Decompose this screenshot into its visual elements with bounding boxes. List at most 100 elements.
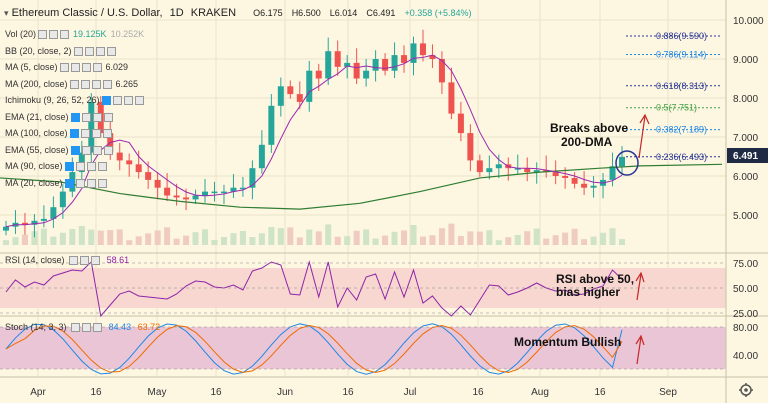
volume-bar: [277, 228, 284, 245]
volume-bar: [353, 230, 360, 245]
indicator-9: MA (20, close): [5, 178, 107, 189]
more-icon[interactable]: [97, 178, 107, 188]
candle-body: [419, 43, 426, 56]
settings-icon[interactable]: [49, 30, 59, 40]
stoch-k-line: [5, 323, 623, 375]
volume-bar: [211, 240, 218, 245]
more-icon[interactable]: [103, 145, 113, 155]
close-icon[interactable]: [86, 178, 96, 188]
stoch-label[interactable]: Stoch (14, 3, 3): [5, 322, 67, 332]
close-icon[interactable]: [95, 46, 105, 56]
stoch-k-value: 84.43: [108, 322, 132, 332]
eye-icon[interactable]: [70, 112, 80, 122]
eye-icon[interactable]: [38, 30, 48, 40]
candle-body: [296, 94, 303, 102]
eye-icon[interactable]: [69, 79, 79, 89]
time-tick: Apr: [30, 387, 46, 398]
fib-label: 0.382(7.189): [656, 125, 707, 135]
indicator-label[interactable]: MA (90, close): [5, 161, 63, 171]
stoch-band: [0, 327, 726, 369]
close-icon[interactable]: [92, 112, 102, 122]
fib-label: 0.618(8.313): [656, 81, 707, 91]
more-icon[interactable]: [102, 129, 112, 139]
indicator-label[interactable]: MA (100, close): [5, 128, 68, 138]
chevron-down-icon[interactable]: ▾: [4, 8, 9, 18]
close-icon[interactable]: [93, 323, 103, 333]
volume-bar: [287, 227, 294, 245]
eye-icon[interactable]: [64, 178, 74, 188]
volume-bar: [306, 229, 313, 245]
indicator-label[interactable]: EMA (21, close): [5, 111, 69, 122]
close-icon[interactable]: [81, 63, 91, 73]
chart-header: ▾ Ethereum Classic / U.S. Dollar, 1D KRA…: [4, 7, 472, 19]
more-icon[interactable]: [103, 112, 113, 122]
fib-label: 0.786(9.114): [656, 50, 706, 60]
settings-icon[interactable]: [81, 112, 91, 122]
settings-icon[interactable]: [81, 145, 91, 155]
change-value: +0.358 (+5.84%): [404, 8, 472, 18]
low-value: L6.014: [329, 8, 358, 18]
volume-bar: [258, 233, 265, 245]
eye-icon[interactable]: [71, 323, 81, 333]
volume-bar: [88, 229, 95, 245]
eye-icon[interactable]: [59, 63, 69, 73]
volume-bar: [467, 231, 474, 245]
volume-bar: [457, 236, 464, 245]
rsi-tick: 50.00: [733, 284, 758, 295]
candle-body: [334, 51, 341, 67]
indicator-label[interactable]: BB (20, close, 2): [5, 45, 72, 56]
volume-bar: [3, 240, 9, 245]
indicator-label[interactable]: Ichimoku (9, 26, 52, 26): [5, 95, 100, 105]
gear-icon[interactable]: [739, 383, 753, 397]
settings-icon[interactable]: [80, 79, 90, 89]
settings-icon[interactable]: [112, 96, 122, 106]
eye-icon[interactable]: [64, 162, 74, 172]
eye-icon[interactable]: [69, 129, 79, 139]
symbol-name[interactable]: Ethereum Classic / U.S. Dollar: [11, 7, 160, 19]
settings-icon[interactable]: [82, 323, 92, 333]
more-icon[interactable]: [106, 46, 116, 56]
close-icon[interactable]: [91, 129, 101, 139]
more-icon[interactable]: [92, 63, 102, 73]
volume-bar: [192, 232, 199, 245]
settings-icon[interactable]: [70, 63, 80, 73]
close-icon[interactable]: [123, 96, 133, 106]
indicator-label[interactable]: MA (200, close): [5, 78, 68, 89]
indicator-label[interactable]: MA (20, close): [5, 177, 63, 188]
more-icon[interactable]: [97, 162, 107, 172]
annotation-stoch: Momentum Bullish: [514, 335, 621, 349]
settings-icon[interactable]: [84, 46, 94, 56]
more-icon[interactable]: [134, 96, 144, 106]
candle-body: [410, 43, 417, 63]
indicator-label[interactable]: Vol (20): [5, 29, 37, 39]
time-tick: Jul: [404, 387, 417, 398]
settings-icon[interactable]: [80, 256, 90, 266]
candle-body: [59, 191, 66, 208]
indicator-label[interactable]: MA (5, close): [5, 62, 58, 72]
eye-icon[interactable]: [73, 46, 83, 56]
close-icon[interactable]: [91, 79, 101, 89]
price-tick: 6.000: [733, 172, 758, 183]
eye-icon[interactable]: [101, 96, 111, 106]
more-icon[interactable]: [102, 79, 112, 89]
settings-icon[interactable]: [75, 162, 85, 172]
close-icon[interactable]: [91, 256, 101, 266]
candle-body: [467, 133, 474, 161]
close-icon[interactable]: [86, 162, 96, 172]
settings-icon[interactable]: [80, 129, 90, 139]
interval[interactable]: 1D: [169, 7, 184, 19]
close-icon[interactable]: [92, 145, 102, 155]
eye-icon[interactable]: [70, 145, 80, 155]
settings-icon[interactable]: [75, 178, 85, 188]
high-value: H6.500: [291, 8, 321, 18]
stoch-tick: 80.00: [733, 323, 758, 334]
eye-icon[interactable]: [69, 256, 79, 266]
volume-bar: [126, 240, 133, 245]
candle-body: [562, 176, 569, 178]
indicator-label[interactable]: EMA (55, close): [5, 144, 69, 155]
indicator-2: MA (5, close) 6.029: [5, 62, 128, 73]
stoch-legend: Stoch (14, 3, 3) 84.43 63.72: [5, 322, 160, 333]
close-icon[interactable]: [60, 30, 70, 40]
rsi-label[interactable]: RSI (14, close): [5, 255, 65, 265]
